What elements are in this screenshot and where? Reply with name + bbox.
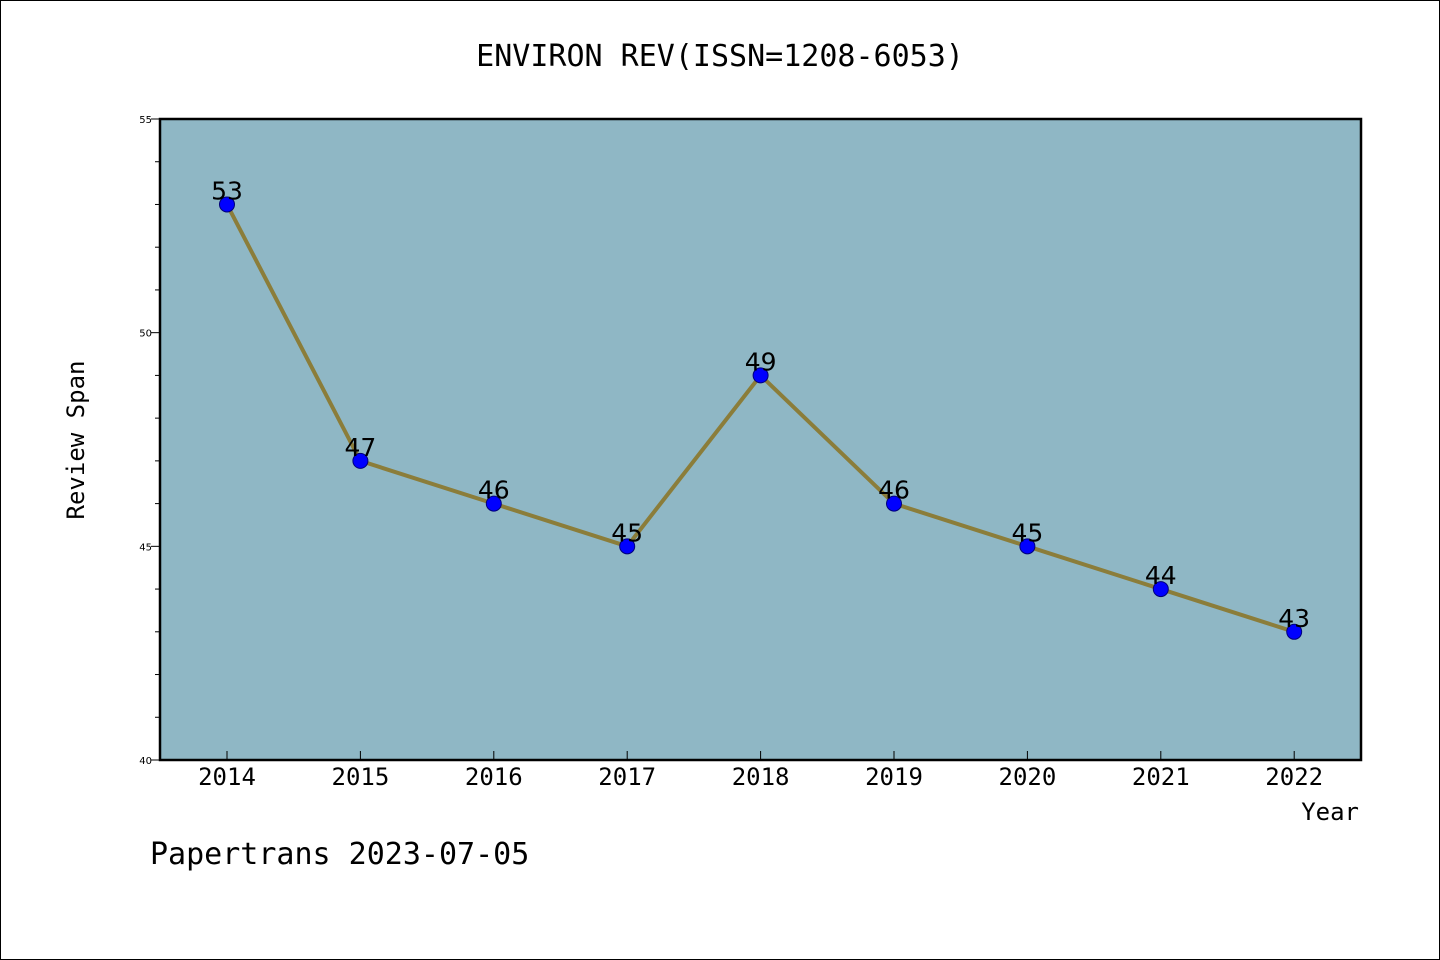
data-label: 45	[1011, 518, 1043, 547]
series-line-group	[219, 196, 1303, 640]
x-tick-label: 2022	[1265, 763, 1323, 791]
y-tick-label: 50	[139, 329, 152, 340]
data-label: 46	[878, 476, 910, 505]
data-label: 44	[1145, 561, 1177, 590]
data-labels: 53 47 46 45 49 46 45 44 43	[211, 176, 1310, 632]
data-label: 46	[478, 476, 510, 505]
data-point	[485, 495, 502, 512]
data-label: 47	[344, 433, 376, 462]
chart-title: ENVIRON REV(ISSN=1208-6053)	[476, 39, 964, 74]
footer-text: Papertrans 2023-07-05	[150, 837, 529, 872]
data-point	[352, 452, 369, 469]
data-point	[219, 196, 235, 213]
y-axis-title: Review Span	[62, 361, 90, 520]
x-tick-label: 2020	[999, 763, 1057, 791]
y-tick-label: 45	[139, 542, 152, 553]
data-point	[752, 367, 769, 384]
x-tick-label: 2021	[1132, 763, 1190, 791]
data-point	[1019, 538, 1036, 555]
data-point	[619, 538, 636, 555]
x-axis-title: Year	[1301, 798, 1359, 826]
data-label: 45	[611, 518, 643, 547]
x-tick-label: 2014	[198, 763, 256, 791]
x-tick-label: 2018	[732, 763, 790, 791]
x-tick-label: 2016	[465, 763, 523, 791]
data-label: 49	[745, 347, 777, 376]
data-label: 43	[1278, 604, 1310, 633]
data-point	[1152, 581, 1169, 598]
y-axis: 40 45 50 55	[139, 115, 160, 767]
x-axis: 2014 2015 2016 2017 2018 2019 2020 2021 2022	[198, 751, 1323, 791]
x-tick-label: 2017	[598, 763, 656, 791]
plot-area	[160, 119, 1361, 760]
x-tick-label: 2019	[865, 763, 923, 791]
x-tick-label: 2015	[332, 763, 390, 791]
data-label: 53	[211, 176, 243, 205]
plot-border	[158, 117, 1363, 762]
y-tick-label: 40	[139, 756, 152, 767]
y-tick-label: 55	[139, 115, 152, 126]
data-point	[1286, 623, 1303, 640]
data-point	[886, 495, 902, 512]
